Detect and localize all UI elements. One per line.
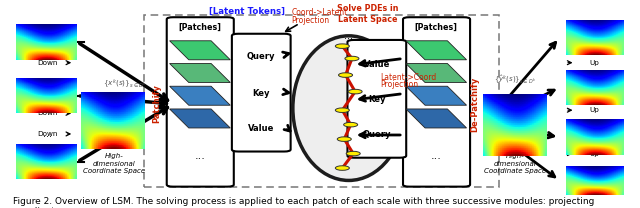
- Text: [Latent Tokens]: [Latent Tokens]: [209, 6, 285, 16]
- Text: [Patches]: [Patches]: [179, 23, 221, 32]
- FancyBboxPatch shape: [167, 17, 234, 187]
- Ellipse shape: [293, 36, 404, 181]
- Polygon shape: [170, 109, 230, 128]
- Text: Down: Down: [37, 131, 58, 137]
- Text: Latent->Coord: Latent->Coord: [381, 73, 437, 82]
- Circle shape: [337, 137, 351, 141]
- Text: Down: Down: [37, 110, 58, 116]
- Text: Down: Down: [37, 60, 58, 66]
- Circle shape: [346, 151, 360, 156]
- Text: Key: Key: [253, 89, 270, 98]
- Text: $\{\hat{y}^k(s)\}_{s\in D^k}$: $\{\hat{y}^k(s)\}_{s\in D^k}$: [493, 73, 536, 85]
- Text: Up: Up: [589, 60, 600, 66]
- Text: Query: Query: [247, 52, 275, 61]
- FancyBboxPatch shape: [403, 17, 470, 187]
- Text: ...: ...: [344, 31, 353, 41]
- Polygon shape: [170, 63, 230, 83]
- Text: ...: ...: [590, 126, 599, 136]
- Polygon shape: [406, 86, 467, 105]
- Circle shape: [344, 122, 358, 127]
- Text: Solve PDEs in
Latent Space: Solve PDEs in Latent Space: [337, 4, 399, 24]
- Circle shape: [339, 73, 353, 77]
- Circle shape: [335, 166, 349, 170]
- Circle shape: [335, 108, 349, 113]
- Polygon shape: [406, 109, 467, 128]
- Text: High-
dimensional
Coordinate Space: High- dimensional Coordinate Space: [484, 153, 546, 175]
- Text: Key: Key: [368, 95, 385, 104]
- Text: Up: Up: [589, 151, 600, 157]
- Text: [Patches]: [Patches]: [415, 23, 458, 32]
- Polygon shape: [170, 86, 230, 105]
- Text: ...: ...: [431, 151, 442, 161]
- Text: Projection: Projection: [291, 16, 330, 25]
- FancyBboxPatch shape: [348, 40, 406, 158]
- Text: De-Patchify: De-Patchify: [470, 76, 479, 132]
- Text: ...: ...: [195, 151, 205, 161]
- Circle shape: [335, 44, 349, 48]
- Text: Figure 2. Overview of LSM. The solving process is applied to each patch of each : Figure 2. Overview of LSM. The solving p…: [13, 197, 594, 208]
- Text: Coord->Latent: Coord->Latent: [291, 7, 348, 17]
- Text: $\{x^k(s)\}_{s\in D^k}$: $\{x^k(s)\}_{s\in D^k}$: [103, 77, 147, 90]
- FancyBboxPatch shape: [232, 34, 291, 151]
- Text: Projection: Projection: [381, 80, 419, 89]
- Text: Up: Up: [589, 107, 600, 113]
- Polygon shape: [406, 41, 467, 60]
- Circle shape: [345, 56, 359, 61]
- Polygon shape: [170, 41, 230, 60]
- Text: Patchify: Patchify: [152, 85, 161, 123]
- Text: Value: Value: [248, 124, 275, 133]
- Text: ...: ...: [43, 129, 52, 139]
- Text: Query: Query: [363, 130, 391, 140]
- Circle shape: [348, 89, 362, 94]
- Text: High-
dimensional
Coordinate Space: High- dimensional Coordinate Space: [83, 153, 145, 175]
- Text: Value: Value: [364, 60, 390, 69]
- Polygon shape: [406, 63, 467, 83]
